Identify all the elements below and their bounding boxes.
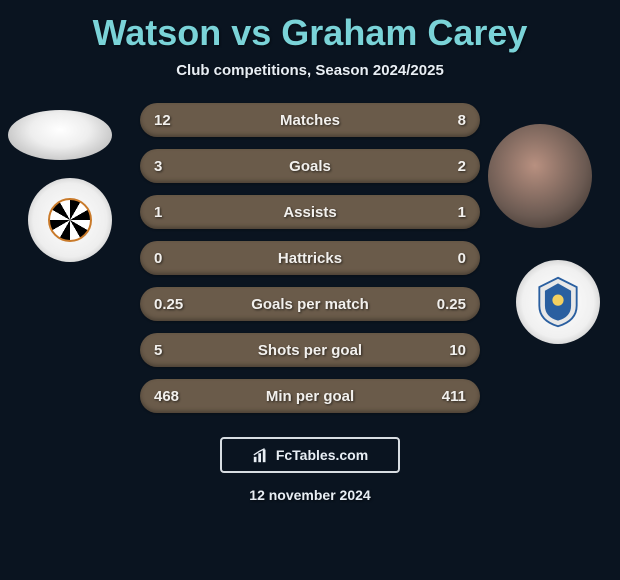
stat-row: 12 Matches 8 (140, 103, 480, 137)
stat-value-right: 8 (426, 112, 466, 129)
stat-row: 0.25 Goals per match 0.25 (140, 287, 480, 321)
stat-label: Assists (283, 204, 336, 221)
stat-value-left: 5 (154, 342, 194, 359)
stat-value-left: 1 (154, 204, 194, 221)
chart-icon (252, 446, 270, 464)
crest-shield-icon (530, 274, 586, 330)
stat-label: Goals per match (251, 296, 369, 313)
stat-value-left: 0.25 (154, 296, 194, 313)
brand-badge[interactable]: FcTables.com (220, 437, 400, 473)
stat-row: 5 Shots per goal 10 (140, 333, 480, 367)
stat-value-right: 2 (426, 158, 466, 175)
stat-value-right: 10 (426, 342, 466, 359)
club-crest-left (28, 178, 112, 262)
stats-container: 12 Matches 8 3 Goals 2 1 Assists 1 0 Hat… (140, 103, 480, 413)
stat-value-left: 3 (154, 158, 194, 175)
date-label: 12 november 2024 (0, 487, 620, 503)
stat-value-left: 468 (154, 388, 194, 405)
stat-value-right: 411 (426, 388, 466, 405)
stat-label: Goals (289, 158, 331, 175)
player-avatar-right (488, 124, 592, 228)
stat-label: Matches (280, 112, 340, 129)
stat-label: Hattricks (278, 250, 342, 267)
stat-row: 468 Min per goal 411 (140, 379, 480, 413)
stat-value-right: 0 (426, 250, 466, 267)
player-avatar-left (8, 110, 112, 160)
stat-value-right: 0.25 (426, 296, 466, 313)
stat-value-left: 0 (154, 250, 194, 267)
brand-text: FcTables.com (276, 447, 368, 463)
stat-row: 0 Hattricks 0 (140, 241, 480, 275)
club-crest-right (516, 260, 600, 344)
stat-value-right: 1 (426, 204, 466, 221)
stat-row: 3 Goals 2 (140, 149, 480, 183)
stat-row: 1 Assists 1 (140, 195, 480, 229)
stat-value-left: 12 (154, 112, 194, 129)
subtitle: Club competitions, Season 2024/2025 (0, 62, 620, 79)
stat-label: Shots per goal (258, 342, 362, 359)
stat-label: Min per goal (266, 388, 354, 405)
comparison-title: Watson vs Graham Carey (0, 0, 620, 54)
